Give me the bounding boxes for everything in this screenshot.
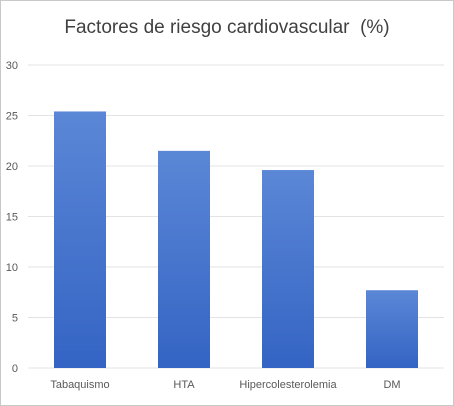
chart-title: Factores de riesgo cardiovascular (%) (64, 17, 390, 38)
x-tick-label: HTA (173, 379, 195, 391)
y-tick-label: 15 (6, 212, 18, 224)
bar-hipercolesterolemia (262, 170, 314, 368)
y-axis-ticks: 0 5 10 15 20 25 30 (6, 60, 18, 375)
x-tick-label: Hipercolesterolemia (239, 379, 337, 391)
y-tick-label: 5 (12, 313, 18, 325)
y-tick-label: 0 (12, 363, 18, 375)
y-tick-label: 30 (6, 60, 18, 72)
bars (54, 111, 418, 369)
bar-tabaquismo (54, 111, 106, 369)
y-tick-label: 10 (6, 262, 18, 274)
x-tick-label: DM (383, 379, 400, 391)
bar-hta (158, 150, 210, 368)
y-tick-label: 20 (6, 161, 18, 173)
y-tick-label: 25 (6, 111, 18, 123)
bar-dm (366, 290, 418, 368)
x-tick-label: Tabaquismo (50, 379, 109, 391)
x-axis-ticks: Tabaquismo HTA Hipercolesterolemia DM (50, 379, 400, 391)
